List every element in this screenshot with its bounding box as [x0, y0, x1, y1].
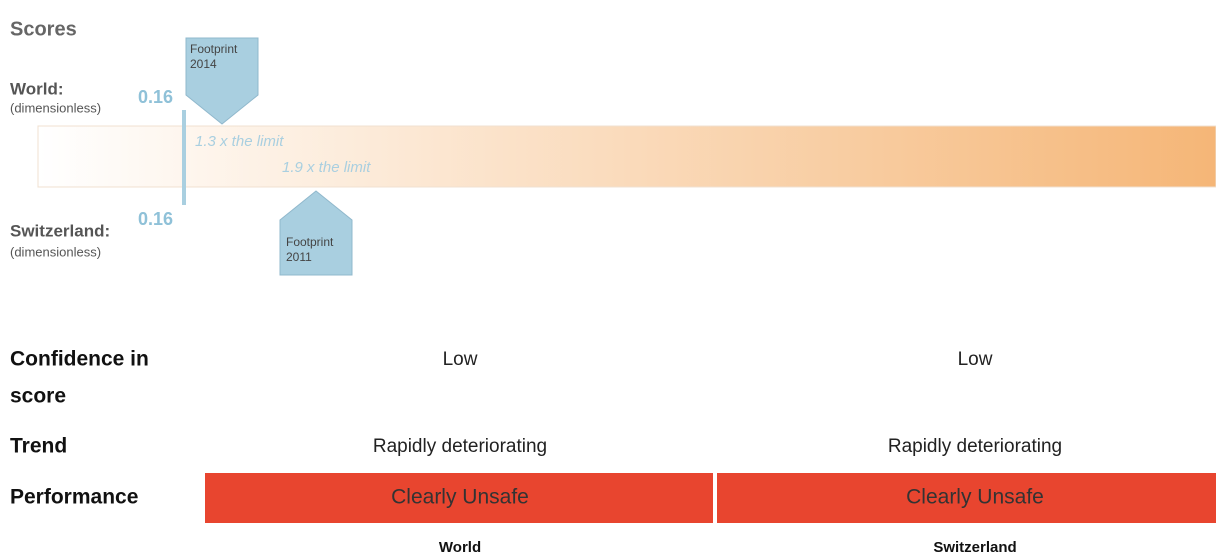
cell: Rapidly deteriorating [888, 436, 1062, 457]
switzerland-label: Switzerland: [10, 221, 110, 240]
limit-line [182, 110, 186, 205]
switzerland-callout [279, 190, 353, 276]
cell: Low [443, 349, 478, 370]
world-callout-text: Footprint [190, 42, 238, 56]
world-unit: (dimensionless) [10, 100, 101, 115]
cell: Rapidly deteriorating [373, 436, 547, 457]
cell: Low [958, 349, 993, 370]
switzerland-callout-text: Footprint [286, 235, 334, 249]
world-score: 0.16 [138, 87, 173, 107]
row-label: Trend [10, 435, 67, 458]
world-callout-year: 2014 [190, 57, 217, 71]
world-label: World: [10, 79, 64, 98]
row-label: Confidence in [10, 348, 149, 371]
row-label: Performance [10, 486, 138, 509]
column-label: World [439, 539, 481, 556]
world-ratio: 1.3 x the limit [195, 133, 284, 150]
performance-cell [205, 473, 713, 523]
column-label: Switzerland [933, 539, 1016, 556]
cell: Clearly Unsafe [906, 486, 1044, 509]
switzerland-score: 0.16 [138, 209, 173, 229]
row-label: score [10, 385, 66, 408]
switzerland-callout-year: 2011 [286, 250, 312, 264]
cell: Clearly Unsafe [391, 486, 529, 509]
gradient-bar [37, 125, 1216, 188]
title: Scores [10, 18, 77, 40]
switzerland-ratio: 1.9 x the limit [282, 159, 371, 176]
world-callout [185, 37, 259, 125]
switzerland-unit: (dimensionless) [10, 244, 101, 259]
performance-cell [717, 473, 1216, 523]
